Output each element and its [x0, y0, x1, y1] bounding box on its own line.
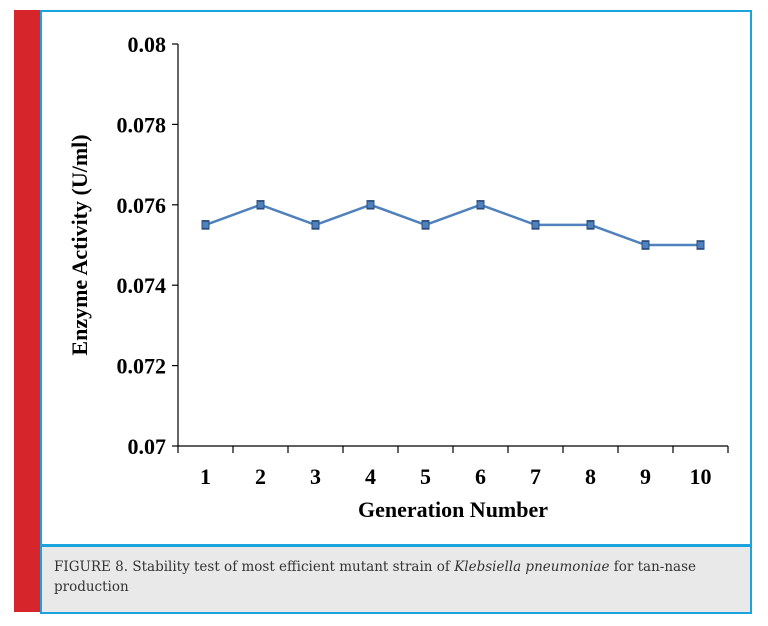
y-tick-label: 0.078 [117, 112, 167, 137]
x-tick-label: 5 [420, 464, 431, 489]
data-point [641, 241, 650, 249]
y-tick-label: 0.076 [117, 193, 167, 218]
y-tick-label: 0.074 [117, 273, 167, 298]
x-tick-label: 6 [475, 464, 486, 489]
x-tick-label: 4 [365, 464, 376, 489]
caption-species: Klebsiella pneumoniae [454, 559, 610, 575]
data-point [256, 200, 265, 209]
x-axis-title: Generation Number [358, 497, 548, 522]
data-point [586, 220, 595, 229]
series-line [205, 203, 701, 247]
y-tick-label: 0.08 [128, 32, 167, 57]
caption-prefix: FIGURE 8. Stability test of most efficie… [54, 559, 455, 575]
data-point [421, 220, 430, 229]
x-axis-ticks: 1 2 3 4 5 6 7 8 9 10 [177, 446, 729, 489]
x-tick-label: 3 [310, 464, 321, 489]
caption-suffix: for tan-nase production [54, 559, 696, 595]
accent-bar [14, 10, 42, 612]
x-tick-label: 1 [200, 464, 211, 489]
figure-frame: 0.07 0.072 0.074 0.076 0.078 0.08 1 2 3 4 5 6 7 8 9 10… [40, 10, 752, 614]
chart-area: 0.07 0.072 0.074 0.076 0.078 0.08 1 2 3 4 5 6 7 8 9 10… [42, 12, 750, 542]
x-tick-label: 2 [255, 464, 266, 489]
data-point [531, 220, 540, 229]
data-point [366, 200, 375, 209]
figure-caption: FIGURE 8. Stability test of most efficie… [42, 544, 750, 612]
x-tick-label: 8 [585, 464, 596, 489]
x-tick-label: 10 [690, 464, 712, 489]
data-point [696, 241, 705, 249]
data-point [201, 220, 210, 229]
line-chart: 0.07 0.072 0.074 0.076 0.078 0.08 1 2 3 4 5 6 7 8 9 10… [67, 32, 729, 522]
data-point [476, 200, 485, 209]
x-tick-label: 9 [640, 464, 651, 489]
y-tick-label: 0.072 [117, 354, 167, 379]
caption-text: FIGURE 8. Stability test of most efficie… [54, 557, 740, 597]
y-axis-title: Enzyme Activity (U/ml) [67, 134, 92, 355]
y-tick-label: 0.07 [128, 434, 167, 459]
x-tick-label: 7 [530, 464, 541, 489]
series-group [201, 200, 705, 250]
data-point [311, 220, 320, 229]
y-axis-ticks: 0.07 0.072 0.074 0.076 0.078 0.08 [117, 32, 178, 459]
